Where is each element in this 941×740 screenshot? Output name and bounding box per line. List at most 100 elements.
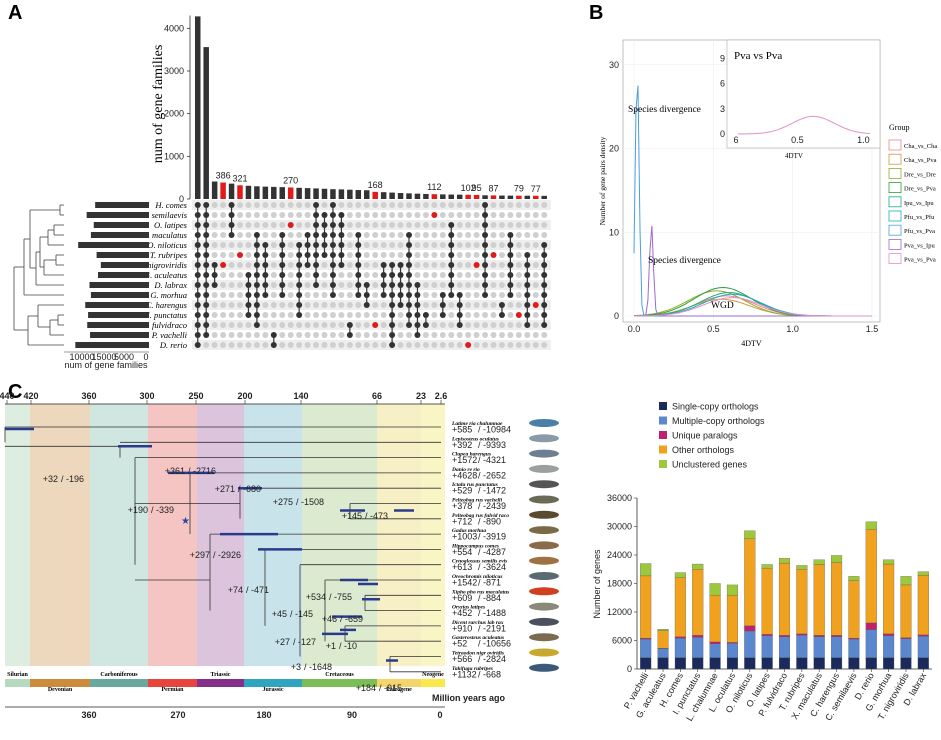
c-taxon-name: Xipho pho rus maculatus	[451, 589, 509, 595]
cb-y-tick-label: 24000	[607, 550, 632, 560]
cb-legend-label: Single-copy orthologs	[672, 402, 759, 412]
a-matrix-dot-empty	[389, 232, 396, 238]
a-matrix-dot-empty	[515, 302, 522, 308]
a-matrix-dot-empty	[380, 202, 387, 208]
c-fish-icon	[529, 602, 559, 611]
a-matrix-dot-empty	[253, 202, 260, 208]
a-matrix-dot-empty	[270, 292, 277, 298]
ortholog-stacked-bar: 0 6000 12000 18000 24000 30000 36000 Number of …	[592, 402, 932, 723]
c-taxon-gain: +452	[452, 608, 472, 618]
b-legend-label: Cha_vs_Cha	[904, 143, 937, 150]
a-matrix-dot-empty	[532, 222, 539, 228]
c-fish-icon	[529, 464, 559, 473]
b-x-tick-label: 0.5	[707, 324, 720, 334]
a-species-label: G. aculeatus	[144, 270, 188, 280]
a-matrix-dot-empty	[532, 262, 539, 268]
a-matrix-dot-empty	[355, 332, 362, 338]
a-matrix-dot-empty	[321, 332, 328, 338]
a-matrix-dot-empty	[253, 212, 260, 218]
a-matrix-dot-empty	[490, 292, 497, 298]
c-node-loss: / -1648	[304, 662, 332, 672]
a-matrix-dot-empty	[397, 232, 404, 238]
a-matrix-dot-empty	[439, 202, 446, 208]
a-set-size-bar	[100, 262, 149, 268]
a-matrix-dot-empty	[346, 262, 353, 268]
cb-bar-segment	[744, 625, 756, 632]
a-matrix-dot-empty	[220, 302, 227, 308]
cb-bar-segment	[848, 638, 860, 658]
a-matrix-dot-empty	[313, 322, 320, 328]
panel-label-b: B	[589, 2, 603, 24]
b-legend-key	[888, 253, 902, 265]
a-matrix-dot-empty	[279, 322, 286, 328]
b-legend-label: Pfu_vs_Pva	[904, 228, 935, 235]
b-legend-label: Dre_vs_Pva	[904, 186, 936, 193]
a-matrix-dot-empty	[456, 212, 463, 218]
cb-bar-segment	[900, 576, 912, 586]
a-matrix-dot-empty	[270, 222, 277, 228]
a-matrix-row-band	[192, 240, 551, 250]
a-matrix-dot-empty	[490, 262, 497, 268]
cb-bar-segment	[796, 633, 808, 636]
cb-bar-segment	[761, 634, 773, 636]
cb-y-tick-label: 0	[627, 664, 632, 674]
b-legend-title: Group	[889, 123, 909, 132]
c-taxon-name: Hippocampus comes	[451, 543, 499, 549]
a-y-tick-label: 3000	[164, 66, 184, 76]
a-matrix-dot-empty	[380, 332, 387, 338]
a-matrix-dot-empty	[372, 292, 379, 298]
a-bar	[347, 189, 353, 199]
cb-bar-segment	[813, 564, 825, 636]
c-period-label: Neogene	[422, 672, 444, 678]
a-matrix-dot-empty	[296, 342, 303, 348]
a-bar-label: 79	[514, 184, 524, 194]
a-matrix-dot-empty	[498, 262, 505, 268]
cb-bar-segment	[657, 648, 669, 658]
cb-bar-segment	[813, 635, 825, 637]
a-matrix-dot-empty	[473, 222, 480, 228]
a-matrix-dot-empty	[414, 232, 421, 238]
a-bar	[321, 188, 328, 199]
cb-bar-segment	[726, 595, 738, 643]
cb-bar-segment	[813, 657, 825, 670]
a-matrix-dot-empty	[304, 312, 311, 318]
a-matrix-dot-empty	[338, 202, 345, 208]
a-matrix-dot-empty	[515, 322, 522, 328]
cb-bar-segment	[813, 636, 825, 658]
a-matrix-dot-empty	[304, 212, 311, 218]
a-matrix-dot-empty	[296, 212, 303, 218]
b-inset-y-tick: 6	[720, 79, 725, 89]
a-y-tick-label: 0	[179, 194, 184, 204]
a-matrix-dot-empty	[355, 312, 362, 318]
c-period-label: Triassic	[211, 672, 231, 678]
a-set-size-tick: 0	[143, 352, 148, 362]
a-matrix-dot-empty	[237, 272, 243, 278]
cb-bar-segment	[674, 636, 686, 639]
a-matrix-dot-empty	[507, 322, 514, 328]
a-matrix-dot-empty	[211, 212, 218, 218]
a-matrix-dot-empty	[245, 332, 252, 338]
c-taxon-gain: +1542	[452, 578, 477, 588]
c-top-tick-label: 140	[293, 391, 308, 401]
c-top-tick-label: 440	[0, 391, 15, 401]
a-matrix-row-band	[192, 320, 551, 330]
a-matrix-dot-empty	[431, 222, 438, 228]
a-bar	[533, 195, 539, 199]
a-matrix-dot-empty	[211, 312, 218, 318]
a-matrix-dot-empty	[304, 322, 311, 328]
a-bar	[516, 195, 522, 199]
a-matrix-dot-empty	[220, 332, 227, 338]
a-matrix-dot-empty	[245, 202, 252, 208]
a-matrix-dot-empty	[456, 252, 463, 258]
cb-bar-segment	[657, 629, 669, 631]
a-matrix-dot-empty	[448, 202, 455, 208]
a-matrix-dot-empty	[237, 222, 243, 228]
a-matrix-dot-empty	[372, 212, 379, 218]
a-matrix-dot-empty	[406, 342, 412, 348]
a-matrix-dot-empty	[414, 262, 421, 268]
cb-bar-segment	[709, 643, 721, 658]
cb-bar-segment	[692, 635, 704, 638]
a-matrix-dot-empty	[270, 232, 277, 238]
b-x-tick-label: 1.5	[866, 324, 879, 334]
a-matrix-dot-empty	[439, 342, 446, 348]
